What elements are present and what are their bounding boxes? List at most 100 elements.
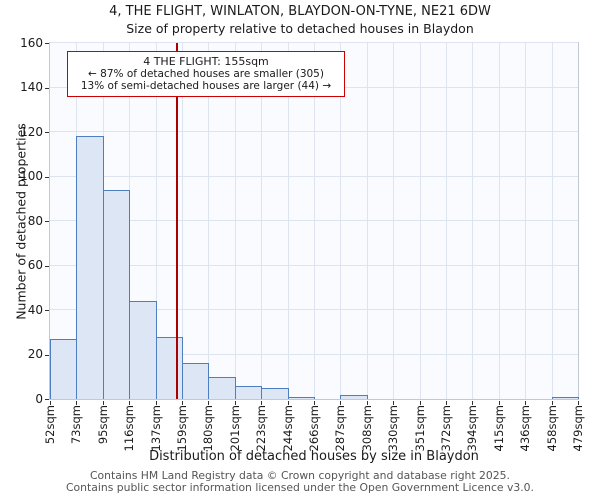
gridline-vertical (287, 43, 289, 399)
x-tick-label: 159sqm (175, 405, 189, 452)
histogram-bar (182, 363, 210, 399)
annotation-larger-pct: 13% of semi-detached houses are larger (… (80, 80, 332, 92)
gridline-vertical (525, 43, 527, 399)
histogram-bar (208, 376, 236, 399)
x-tick-mark (419, 401, 421, 405)
attribution-line-2: Contains public sector information licen… (66, 480, 534, 494)
annotation-smaller-pct: ← 87% of detached houses are smaller (30… (88, 68, 324, 80)
attribution-line-1: Contains HM Land Registry data © Crown c… (90, 469, 510, 482)
annotation-box: 4 THE FLIGHT: 155sqm ← 87% of detached h… (67, 51, 345, 97)
y-tick-mark (45, 176, 49, 178)
x-tick-mark (155, 401, 157, 405)
y-tick-label: 140 (20, 80, 43, 94)
annotation-property-size: 4 THE FLIGHT: 155sqm (143, 55, 269, 68)
y-tick-label: 20 (27, 347, 43, 361)
y-tick-label: 160 (20, 35, 43, 50)
x-tick-label: 73sqm (69, 405, 84, 445)
x-tick-mark (102, 401, 104, 405)
x-tick-mark (50, 401, 51, 405)
x-tick-mark (261, 401, 263, 405)
x-tick-mark (498, 401, 500, 405)
gridline-vertical (340, 43, 342, 399)
x-tick-label: 308sqm (359, 405, 374, 452)
histogram-bar (551, 396, 579, 399)
gridline-vertical (314, 43, 315, 399)
y-tick-mark (45, 310, 49, 311)
x-tick-label: 394sqm (465, 405, 480, 452)
y-tick-mark (45, 221, 49, 222)
x-tick-label: 415sqm (491, 405, 506, 452)
y-tick-mark (45, 399, 49, 400)
histogram-bar (50, 338, 78, 399)
x-tick-mark (129, 401, 131, 405)
y-tick-label: 0 (35, 391, 43, 406)
x-tick-mark (314, 401, 315, 405)
gridline-horizontal (50, 309, 578, 310)
gridline-vertical (393, 43, 395, 399)
x-tick-label: 201sqm (227, 405, 242, 452)
x-tick-mark (76, 401, 78, 405)
y-tick-mark (45, 265, 49, 267)
histogram-bar (234, 385, 263, 399)
gridline-vertical (234, 43, 236, 399)
y-tick-label: 40 (27, 302, 43, 317)
gridline-vertical (472, 43, 474, 399)
x-tick-mark (446, 401, 447, 405)
gridline-horizontal (50, 353, 578, 355)
x-tick-mark (287, 401, 289, 405)
gridline-horizontal (50, 175, 578, 177)
gridline-horizontal (50, 264, 578, 266)
chart-subtitle: Size of property relative to detached ho… (126, 21, 474, 36)
x-tick-mark (234, 401, 236, 405)
x-tick-label: 436sqm (518, 405, 533, 452)
y-tick-mark (45, 43, 49, 44)
x-tick-label: 372sqm (439, 405, 453, 452)
y-tick-label: 60 (27, 258, 43, 272)
x-tick-mark (182, 401, 183, 405)
x-axis-label: Distribution of detached houses by size … (149, 449, 479, 464)
x-tick-mark (393, 401, 395, 405)
x-tick-label: 95sqm (95, 405, 110, 445)
x-tick-label: 180sqm (201, 405, 216, 452)
gridline-vertical (261, 43, 263, 399)
x-tick-label: 458sqm (544, 405, 559, 452)
x-tick-mark (472, 401, 474, 405)
plot-area: 4 THE FLIGHT: 155sqm ← 87% of detached h… (49, 42, 579, 400)
gridline-vertical (208, 43, 210, 399)
x-tick-label: 223sqm (254, 405, 269, 452)
x-tick-label: 266sqm (307, 405, 321, 452)
gridline-vertical (155, 43, 157, 399)
x-tick-label: 137sqm (148, 405, 163, 452)
gridline-vertical (182, 43, 183, 399)
x-tick-label: 287sqm (333, 405, 348, 452)
x-tick-mark (578, 401, 579, 405)
y-tick-label: 100 (20, 169, 43, 183)
gridline-horizontal (50, 220, 578, 221)
x-tick-mark (340, 401, 342, 405)
x-tick-label: 330sqm (386, 405, 401, 452)
y-tick-mark (45, 132, 49, 133)
x-tick-mark (208, 401, 210, 405)
histogram-bar (287, 396, 315, 399)
gridline-vertical (366, 43, 368, 399)
x-tick-label: 116sqm (122, 405, 137, 452)
x-tick-mark (525, 401, 527, 405)
gridline-vertical (446, 43, 447, 399)
gridline-vertical (498, 43, 500, 399)
histogram-bar (76, 136, 104, 399)
x-tick-label: 351sqm (412, 405, 427, 452)
chart-title: 4, THE FLIGHT, WINLATON, BLAYDON-ON-TYNE… (109, 4, 491, 19)
y-tick-label: 80 (27, 213, 43, 228)
histogram-bar (129, 301, 157, 399)
x-tick-label: 52sqm (43, 405, 57, 445)
y-tick-mark (45, 87, 49, 89)
histogram-bar (102, 189, 131, 399)
x-tick-mark (551, 401, 553, 405)
histogram-bar (261, 387, 289, 399)
histogram-bar (340, 394, 368, 399)
gridline-horizontal (50, 42, 578, 43)
property-size-marker-line (176, 43, 179, 399)
x-tick-label: 479sqm (571, 405, 585, 452)
gridline-vertical (551, 43, 553, 399)
